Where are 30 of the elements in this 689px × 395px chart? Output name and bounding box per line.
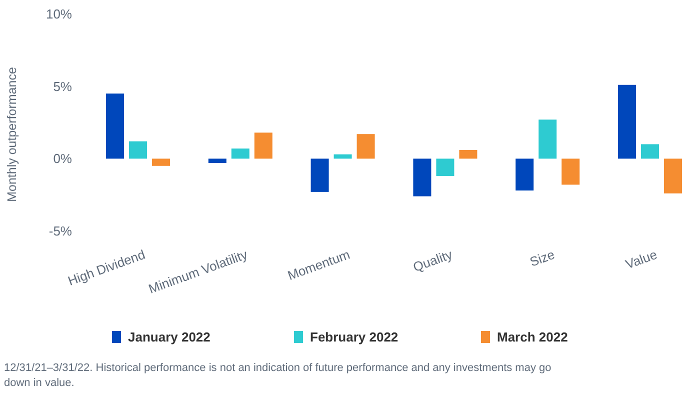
bar (254, 132, 272, 159)
legend-label: March 2022 (497, 330, 568, 345)
bar (310, 158, 329, 192)
bar (152, 158, 170, 166)
bar (562, 158, 580, 185)
x-tick-label: Value (624, 246, 660, 272)
legend-label: February 2022 (310, 330, 398, 345)
bar (664, 158, 682, 194)
bar (516, 158, 534, 190)
bar (334, 154, 352, 159)
bar (436, 158, 454, 176)
bar (538, 120, 557, 159)
legend-label: January 2022 (128, 330, 210, 345)
text: 12/31/21–3/31/22. Historical performance is not an indication of future performance and any investments may go down in value. (4, 362, 552, 389)
bar (208, 158, 226, 164)
bar (106, 94, 124, 159)
x-tick-label: Quality (411, 246, 455, 275)
bar (413, 158, 432, 196)
bar (641, 144, 659, 159)
bar (356, 134, 375, 159)
bar (459, 150, 478, 159)
bar (129, 141, 147, 159)
y-tick-label: 10% (46, 6, 72, 22)
y-tick-label: 0% (53, 151, 72, 166)
y-tick-label: -5% (48, 224, 72, 239)
y-axis-title: Monthly outperformance (5, 67, 19, 202)
x-tick-label: Size (528, 246, 557, 270)
bar (231, 148, 250, 159)
y-tick-label: 5% (53, 78, 72, 94)
bar (618, 84, 636, 159)
